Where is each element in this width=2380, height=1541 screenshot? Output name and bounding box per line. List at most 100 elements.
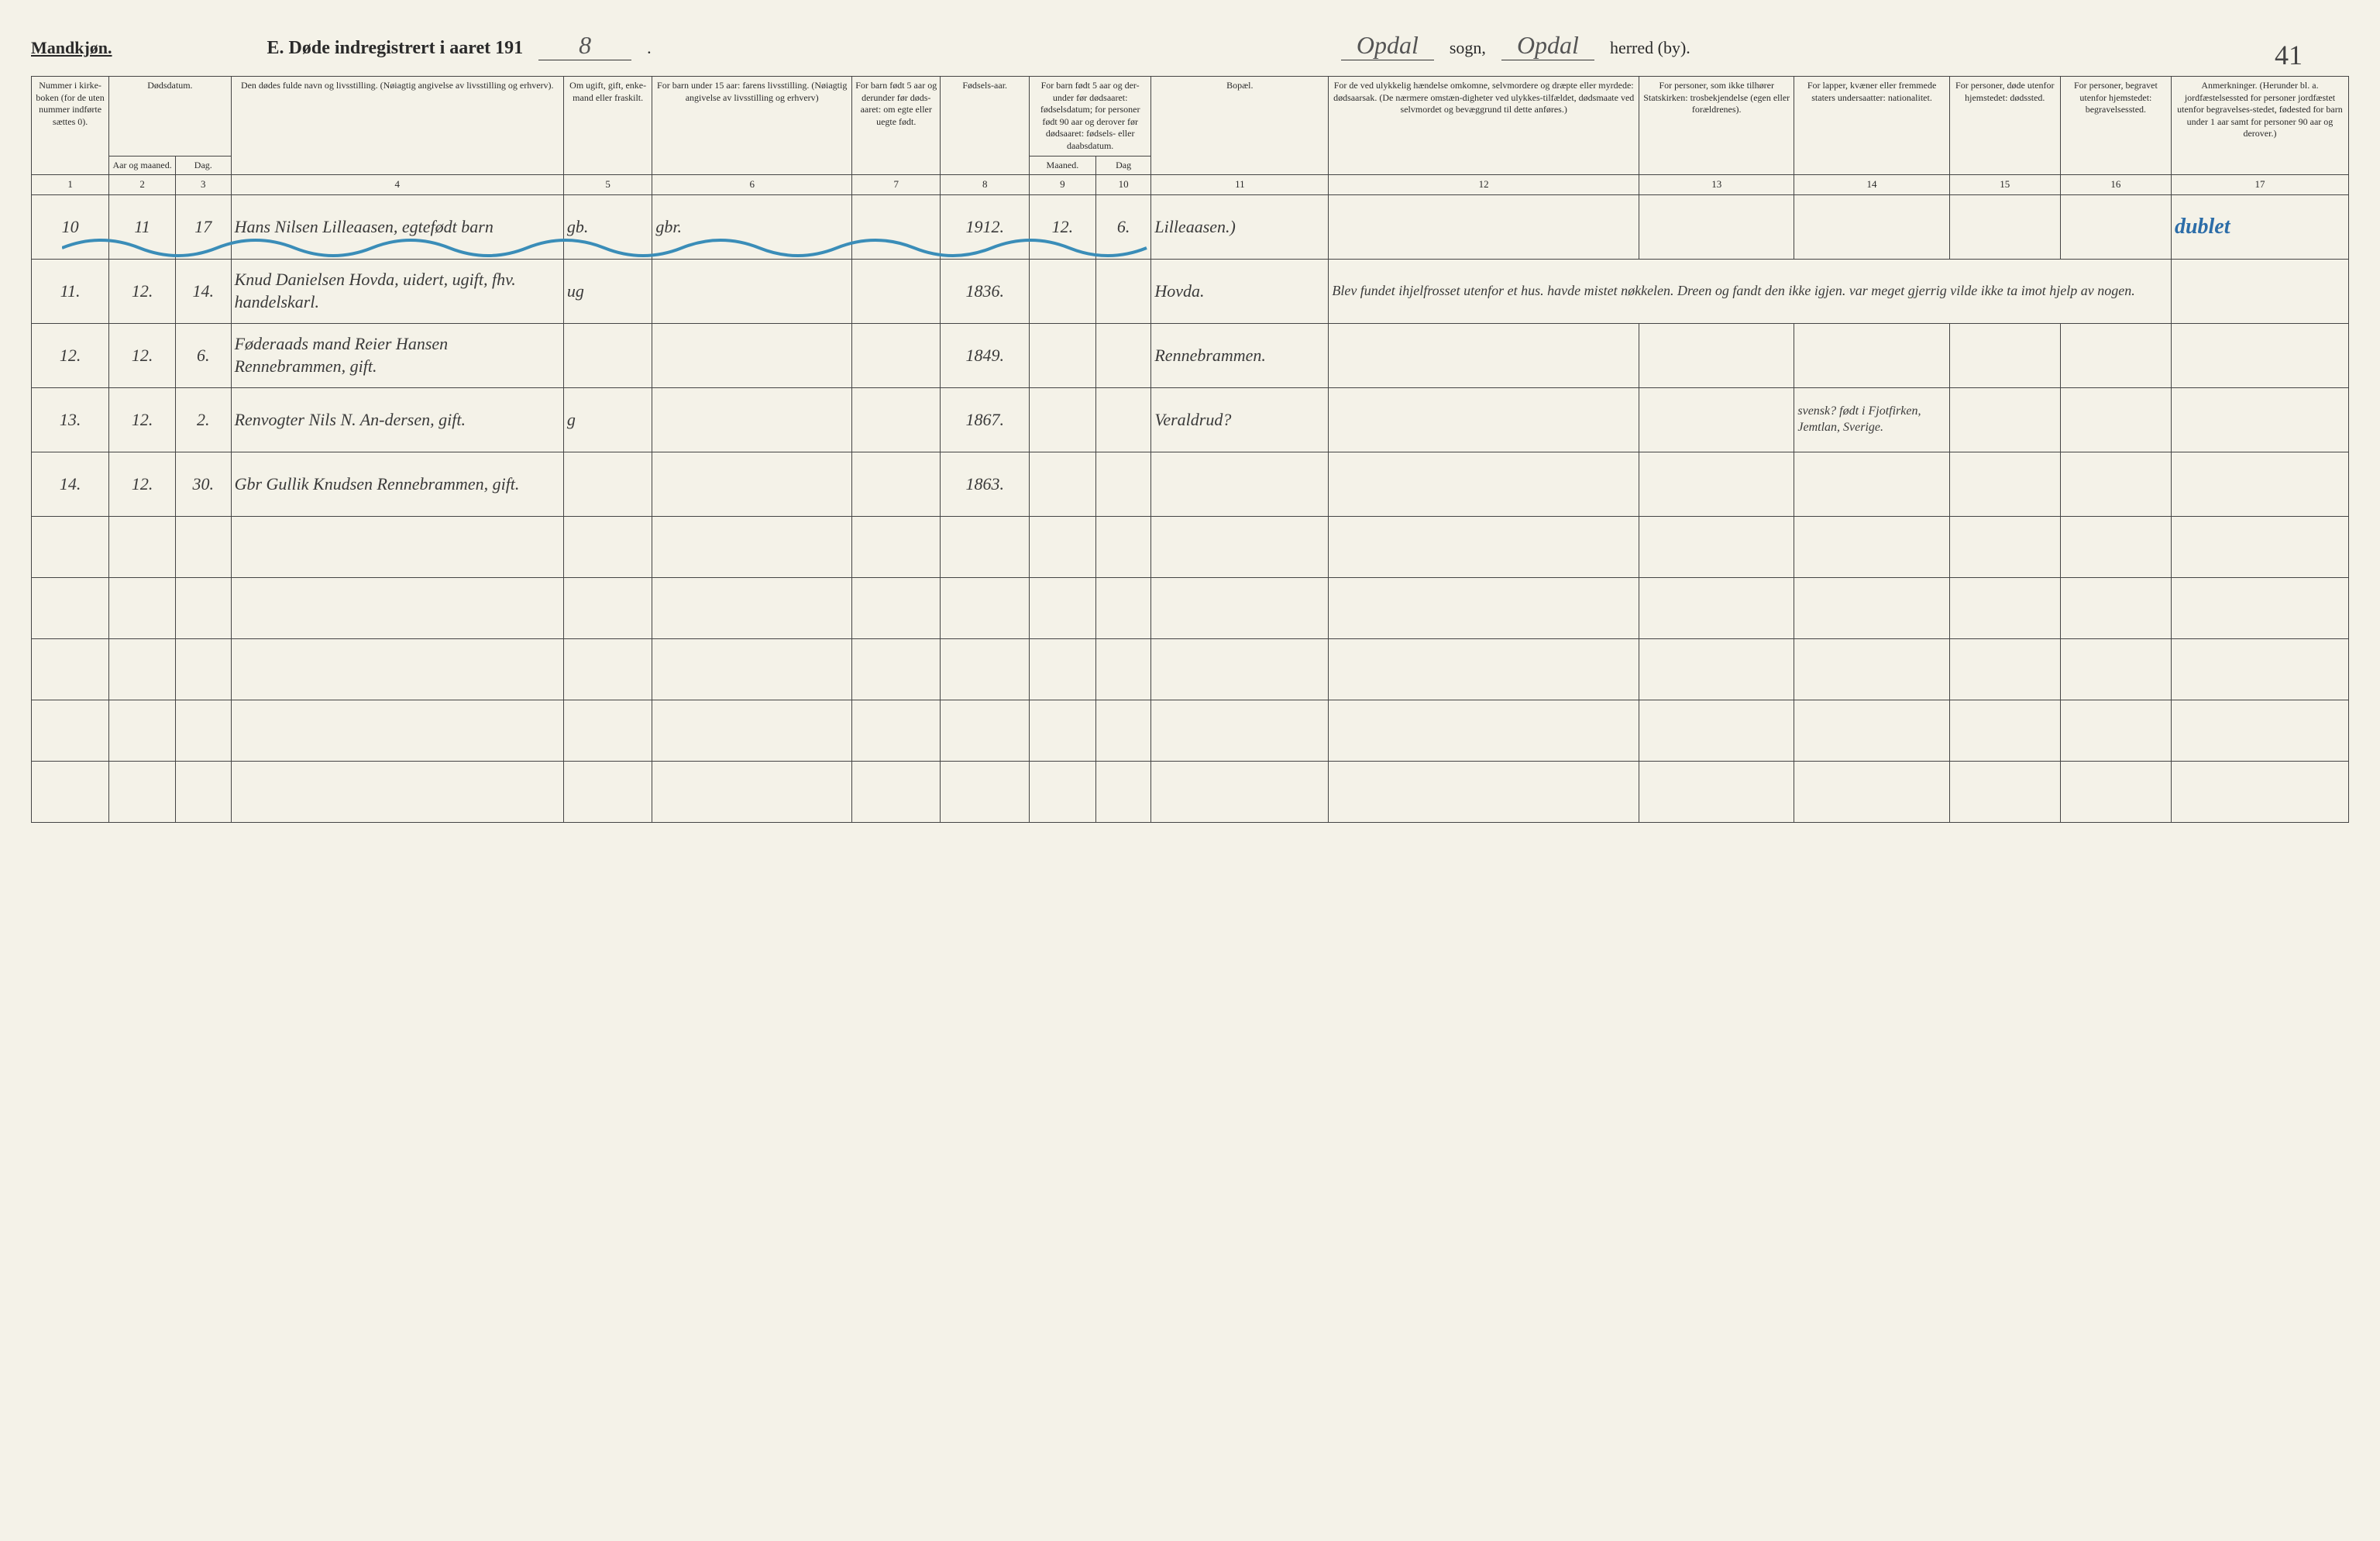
gender-label: Mandkjøn. [31, 38, 112, 58]
cell-cause [1329, 452, 1639, 517]
cell-residence: Hovda. [1151, 260, 1329, 324]
page-number: 41 [2275, 39, 2303, 71]
cell-bm [1029, 324, 1095, 388]
cell-nation: svensk? født i Fjotfirken, Jemtlan, Sver… [1794, 388, 1949, 452]
cell-faith [1639, 195, 1794, 260]
cell-legit [851, 260, 940, 324]
colnum: 3 [176, 175, 232, 195]
cell-bm [1029, 388, 1095, 452]
cell-father [652, 324, 852, 388]
cell-nation [1794, 195, 1949, 260]
cell-residence: Lilleaasen.) [1151, 195, 1329, 260]
cell-name: Hans Nilsen Lilleaasen, egtefødt barn [231, 195, 563, 260]
cell-civil: g [563, 388, 652, 452]
cell-name: Knud Danielsen Hovda, uidert, ugift, fhv… [231, 260, 563, 324]
cell-civil: ug [563, 260, 652, 324]
cell-month: 12. [109, 388, 176, 452]
blank-row [32, 639, 2349, 700]
col-header-3: Dag. [176, 156, 232, 175]
colnum: 1 [32, 175, 109, 195]
cell-deathplace [1949, 452, 2060, 517]
cell-birthyear: 1912. [941, 195, 1029, 260]
cell-name: Føderaads mand Reier Hansen Rennebrammen… [231, 324, 563, 388]
col-header-8: Fødsels-aar. [941, 77, 1029, 175]
cell-month: 12. [109, 452, 176, 517]
table-head: Nummer i kirke-boken (for de uten nummer… [32, 77, 2349, 195]
table-row: 11. 12. 14. Knud Danielsen Hovda, uidert… [32, 260, 2349, 324]
col-header-11: Bopæl. [1151, 77, 1329, 175]
cell-bd: 6. [1095, 195, 1151, 260]
ledger-page: 41 Mandkjøn. E. Døde indregistrert i aar… [31, 31, 2349, 823]
cell-remarks [2171, 260, 2348, 324]
cell-day: 30. [176, 452, 232, 517]
cell-legit [851, 452, 940, 517]
cell-no: 10 [32, 195, 109, 260]
cell-faith [1639, 452, 1794, 517]
cell-month: 11 [109, 195, 176, 260]
colnum: 5 [563, 175, 652, 195]
cell-birthyear: 1849. [941, 324, 1029, 388]
cell-remarks [2171, 452, 2348, 517]
cell-bm [1029, 260, 1095, 324]
cell-bd [1095, 388, 1151, 452]
sogn-label: sogn, [1450, 38, 1486, 58]
cell-nation [1794, 324, 1949, 388]
colnum: 9 [1029, 175, 1095, 195]
colnum: 11 [1151, 175, 1329, 195]
cell-no: 11. [32, 260, 109, 324]
column-number-row: 1 2 3 4 5 6 7 8 9 10 11 12 13 14 15 16 1… [32, 175, 2349, 195]
ledger-table: Nummer i kirke-boken (for de uten nummer… [31, 76, 2349, 823]
cell-day: 2. [176, 388, 232, 452]
cell-legit [851, 388, 940, 452]
col-header-6: For barn under 15 aar: farens livsstilli… [652, 77, 852, 175]
colnum: 13 [1639, 175, 1794, 195]
cell-cause [1329, 195, 1639, 260]
cell-legit [851, 324, 940, 388]
year-suffix: 8 [538, 31, 631, 60]
cell-deathplace [1949, 195, 2060, 260]
cell-name: Gbr Gullik Knudsen Rennebrammen, gift. [231, 452, 563, 517]
cell-day: 6. [176, 324, 232, 388]
col-header-2-3: Dødsdatum. [109, 77, 231, 157]
cell-father [652, 260, 852, 324]
cell-civil: gb. [563, 195, 652, 260]
cell-nation [1794, 452, 1949, 517]
colnum: 7 [851, 175, 940, 195]
cell-cause: Blev fundet ihjelfrosset utenfor et hus.… [1329, 260, 2172, 324]
cell-burial [2060, 324, 2171, 388]
cell-bd [1095, 260, 1151, 324]
blank-row [32, 578, 2349, 639]
cell-cause [1329, 388, 1639, 452]
cell-remarks [2171, 388, 2348, 452]
cell-faith [1639, 388, 1794, 452]
cell-father [652, 452, 852, 517]
colnum: 14 [1794, 175, 1949, 195]
cell-bd [1095, 452, 1151, 517]
col-header-17: Anmerkninger. (Herunder bl. a. jordfæste… [2171, 77, 2348, 175]
col-header-13: For personer, som ikke tilhører Statskir… [1639, 77, 1794, 175]
cell-birthyear: 1867. [941, 388, 1029, 452]
cell-no: 14. [32, 452, 109, 517]
col-header-14: For lapper, kvæner eller fremmede stater… [1794, 77, 1949, 175]
cell-burial [2060, 388, 2171, 452]
cell-birthyear: 1863. [941, 452, 1029, 517]
table-row: 12. 12. 6. Føderaads mand Reier Hansen R… [32, 324, 2349, 388]
herred-label: herred (by). [1610, 38, 1690, 58]
cell-cause [1329, 324, 1639, 388]
colnum: 12 [1329, 175, 1639, 195]
cell-day: 14. [176, 260, 232, 324]
col-header-12: For de ved ulykkelig hændelse omkomne, s… [1329, 77, 1639, 175]
blank-row [32, 700, 2349, 762]
table-row: 13. 12. 2. Renvogter Nils N. An-dersen, … [32, 388, 2349, 452]
cell-burial [2060, 452, 2171, 517]
col-header-16: For personer, begravet utenfor hjemstede… [2060, 77, 2171, 175]
cell-birthyear: 1836. [941, 260, 1029, 324]
cell-deathplace [1949, 324, 2060, 388]
cell-legit [851, 195, 940, 260]
cell-residence [1151, 452, 1329, 517]
col-header-15: For personer, døde utenfor hjemstedet: d… [1949, 77, 2060, 175]
cell-residence: Veraldrud? [1151, 388, 1329, 452]
cell-day: 17 [176, 195, 232, 260]
col-header-5: Om ugift, gift, enke-mand eller fraskilt… [563, 77, 652, 175]
cell-bm [1029, 452, 1095, 517]
